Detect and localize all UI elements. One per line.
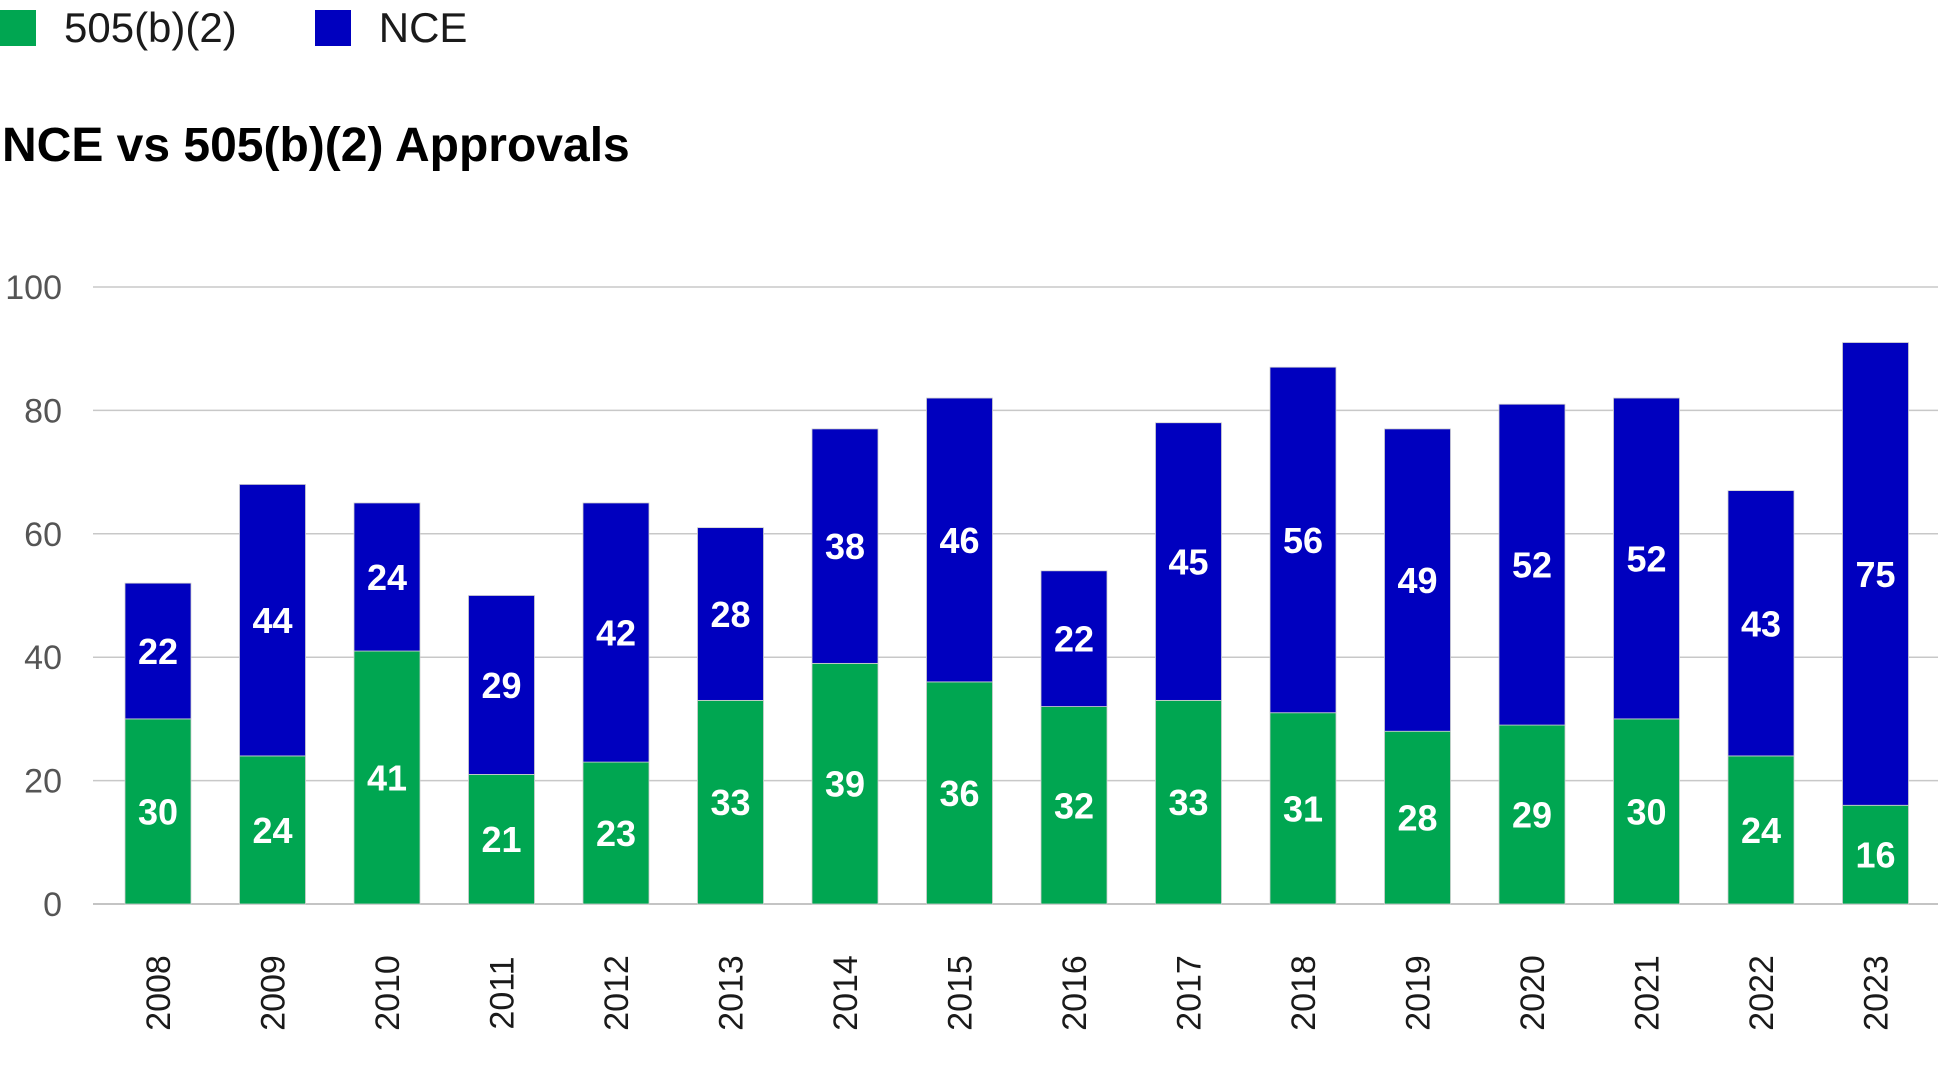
bar-505b2: [1155, 699, 1222, 905]
data-label: 24: [367, 557, 407, 598]
data-label: 75: [1855, 554, 1895, 595]
bar-505b2: [1727, 755, 1795, 905]
data-label: 24: [1741, 810, 1781, 851]
x-tick-label: 2020: [1514, 955, 1552, 1031]
bar-nce: [353, 502, 421, 652]
legend-item-nce: NCE: [314, 4, 468, 51]
bar-nce: [468, 595, 535, 775]
data-label: 52: [1626, 538, 1666, 579]
bar-nce: [811, 428, 879, 664]
data-label: 31: [1283, 788, 1323, 829]
data-label: 21: [481, 819, 521, 860]
data-label: 43: [1741, 603, 1781, 644]
data-label: 32: [1054, 785, 1094, 826]
data-label: 46: [939, 520, 979, 561]
bar-nce: [1842, 342, 1909, 806]
data-label: 38: [825, 526, 865, 567]
bar-nce: [1269, 366, 1337, 714]
data-label: 23: [596, 813, 636, 854]
legend-label-505b2: 505(b)(2): [64, 4, 237, 51]
x-tick-label: 2011: [484, 956, 522, 1029]
data-label: 56: [1283, 520, 1323, 561]
y-tick-label: 20: [24, 763, 62, 801]
bar-505b2: [239, 755, 306, 905]
x-tick-label: 2008: [140, 955, 178, 1031]
x-tick-label: 2015: [942, 955, 980, 1031]
data-label: 33: [710, 782, 750, 823]
y-tick-label: 100: [5, 269, 62, 307]
bar-505b2: [1613, 718, 1680, 905]
bar-505b2: [1269, 712, 1337, 905]
y-tick-label: 40: [24, 639, 62, 677]
bar-505b2: [1498, 724, 1566, 905]
data-label: 28: [710, 594, 750, 635]
y-tick-label: 0: [43, 886, 62, 924]
x-tick-label: 2013: [713, 955, 751, 1031]
bar-505b2: [468, 774, 535, 905]
data-label: 36: [939, 773, 979, 814]
x-tick-label: 2016: [1056, 955, 1094, 1031]
bar-nce: [1727, 490, 1795, 757]
data-label: 28: [1397, 798, 1437, 839]
x-tick-label: 2022: [1743, 955, 1781, 1031]
x-tick-label: 2014: [827, 955, 865, 1031]
data-label: 29: [1512, 795, 1552, 836]
bar-nce: [1613, 397, 1680, 720]
chart-title: NCE vs 505(b)(2) Approvals: [2, 119, 630, 172]
x-tick-label: 2023: [1858, 955, 1896, 1031]
bar-nce: [1384, 428, 1451, 732]
bar-505b2: [582, 761, 650, 905]
bar-nce: [239, 484, 306, 757]
bar-505b2: [1384, 730, 1451, 905]
bar-505b2: [1842, 804, 1909, 905]
bar-nce: [1155, 422, 1222, 701]
y-tick-label: 60: [24, 516, 62, 554]
x-tick-label: 2010: [369, 955, 407, 1031]
data-label: 30: [138, 791, 178, 832]
data-label: 22: [138, 631, 178, 672]
x-tick-label: 2021: [1629, 955, 1667, 1031]
bar-nce: [697, 527, 764, 701]
data-label: 39: [825, 764, 865, 805]
data-label: 29: [481, 665, 521, 706]
data-label: 49: [1397, 560, 1437, 601]
data-label: 22: [1054, 619, 1094, 660]
data-label: 45: [1168, 542, 1208, 583]
data-label: 44: [252, 600, 292, 641]
y-tick-label: 80: [24, 392, 62, 430]
data-label: 30: [1626, 791, 1666, 832]
x-tick-label: 2009: [255, 955, 293, 1031]
bar-nce: [1498, 403, 1566, 726]
legend-swatch-505b2: [0, 10, 36, 46]
bar-505b2: [124, 718, 192, 905]
bar-505b2: [1040, 706, 1108, 905]
data-label: 52: [1512, 545, 1552, 586]
data-label: 33: [1168, 782, 1208, 823]
x-tick-label: 2012: [598, 955, 636, 1031]
bar-nce: [582, 502, 650, 763]
legend-label-nce: NCE: [378, 4, 468, 51]
legend: 505(b)(2) NCE: [0, 6, 545, 50]
data-label: 42: [596, 613, 636, 654]
bar-505b2: [926, 681, 993, 905]
legend-swatch-nce: [314, 10, 351, 46]
bar-505b2: [353, 650, 421, 905]
x-tick-label: 2017: [1171, 955, 1209, 1031]
x-tick-label: 2019: [1400, 955, 1438, 1031]
data-label: 41: [367, 758, 407, 799]
data-label: 16: [1855, 835, 1895, 876]
bar-nce: [926, 397, 993, 683]
data-label: 24: [252, 810, 292, 851]
legend-item-505b2: 505(b)(2): [0, 6, 237, 50]
x-tick-label: 2018: [1285, 955, 1323, 1031]
bar-nce: [124, 582, 192, 720]
bar-nce: [1040, 570, 1108, 707]
